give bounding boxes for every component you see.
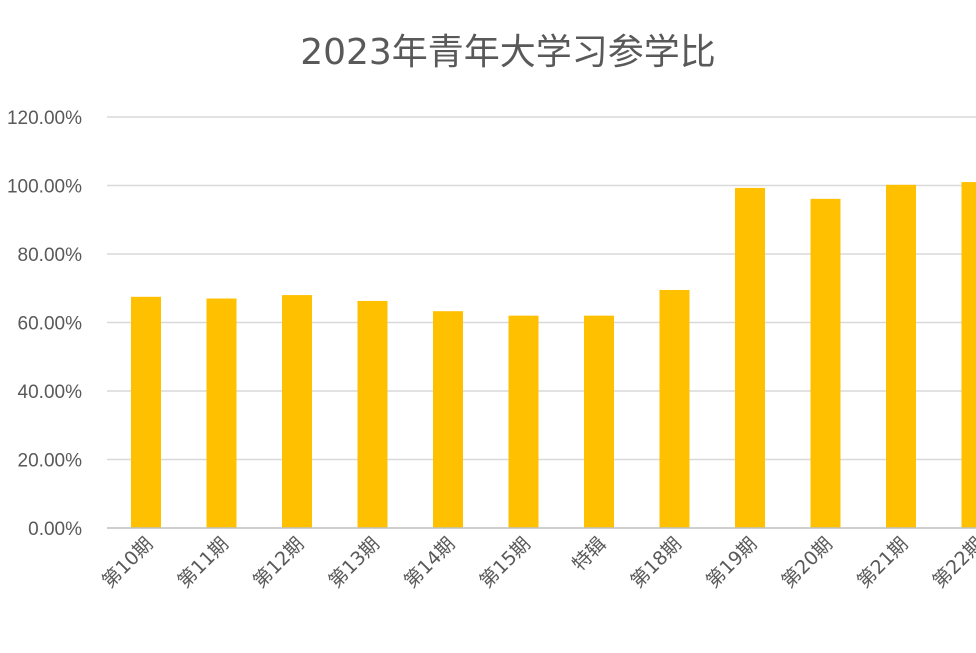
bar — [811, 199, 841, 528]
y-tick-label: 80.00% — [18, 245, 83, 266]
bar — [584, 316, 614, 528]
x-category-label: 第19期 — [702, 533, 762, 593]
y-tick-label: 100.00% — [7, 177, 82, 198]
x-category-label: 第12期 — [249, 533, 309, 593]
x-category-label: 第18期 — [627, 533, 687, 593]
bars — [131, 182, 976, 528]
y-tick-label: 120.00% — [7, 108, 82, 129]
x-category-label: 第10期 — [98, 533, 158, 593]
bar — [735, 188, 765, 528]
chart-title: 2023年青年大学习参学比 — [300, 32, 716, 73]
gridlines — [107, 117, 976, 460]
bar — [282, 295, 312, 528]
bar — [433, 311, 463, 528]
bar — [886, 185, 916, 528]
y-tick-label: 0.00% — [28, 519, 82, 540]
x-category-label: 第14期 — [400, 533, 460, 593]
bar — [509, 316, 539, 528]
bar — [962, 182, 976, 528]
y-tick-label: 40.00% — [18, 382, 83, 403]
bar — [660, 290, 690, 528]
bar — [131, 297, 161, 528]
x-category-label: 第13期 — [325, 533, 385, 593]
x-category-label: 第11期 — [174, 533, 234, 593]
x-category-label: 第15期 — [476, 533, 536, 593]
x-axis-labels: 第10期第11期第12期第13期第14期第15期特辑第18期第19期第20期第2… — [98, 533, 976, 593]
x-category-label: 第20期 — [778, 533, 838, 593]
bar — [207, 299, 237, 528]
y-axis-ticks: 0.00% 20.00% 40.00% 60.00% 80.00% 100.00% 120.… — [7, 108, 82, 540]
y-tick-label: 20.00% — [18, 451, 83, 472]
y-tick-label: 60.00% — [18, 314, 83, 335]
x-category-label: 第21期 — [853, 533, 913, 593]
x-category-label: 第22期 — [929, 533, 976, 593]
x-category-label: 特辑 — [568, 533, 610, 575]
bar — [358, 301, 388, 528]
